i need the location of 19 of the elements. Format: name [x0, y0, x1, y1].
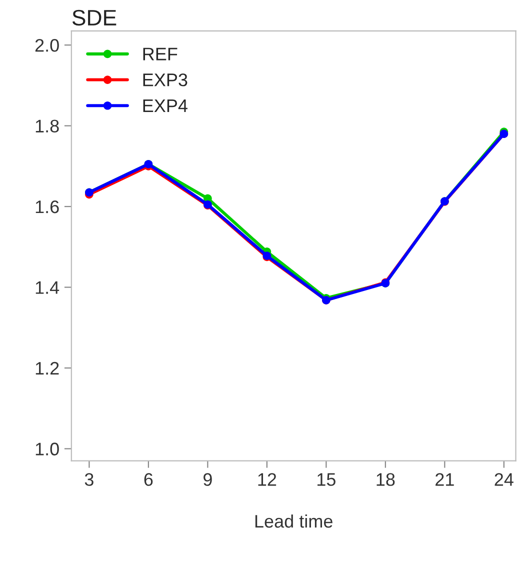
x-tick-label: 9: [204, 473, 212, 486]
y-tick-label: 1.0: [36, 442, 59, 456]
x-tick-label: 6: [144, 473, 153, 486]
x-tick-label: 3: [84, 473, 94, 486]
x-tick-label: 21: [436, 473, 454, 486]
legend-label: REF: [143, 48, 178, 60]
y-tick-label: 1.4: [36, 281, 60, 294]
y-tick-label: 1.6: [36, 200, 59, 214]
legend-label: EXP3: [143, 73, 188, 86]
x-tick-label: 24: [494, 473, 514, 486]
y-tick-label: 1.8: [36, 120, 59, 132]
x-tick-label: 18: [376, 473, 395, 486]
legend-label: EXP4: [143, 100, 188, 112]
x-tick-label: 12: [258, 473, 276, 486]
x-axis-title: Lead time: [255, 514, 332, 528]
chart-title: SDE: [72, 10, 116, 26]
x-tick-label: 15: [318, 473, 336, 486]
y-tick-label: 1.2: [36, 362, 59, 375]
y-tick-label: 2.0: [35, 38, 59, 52]
